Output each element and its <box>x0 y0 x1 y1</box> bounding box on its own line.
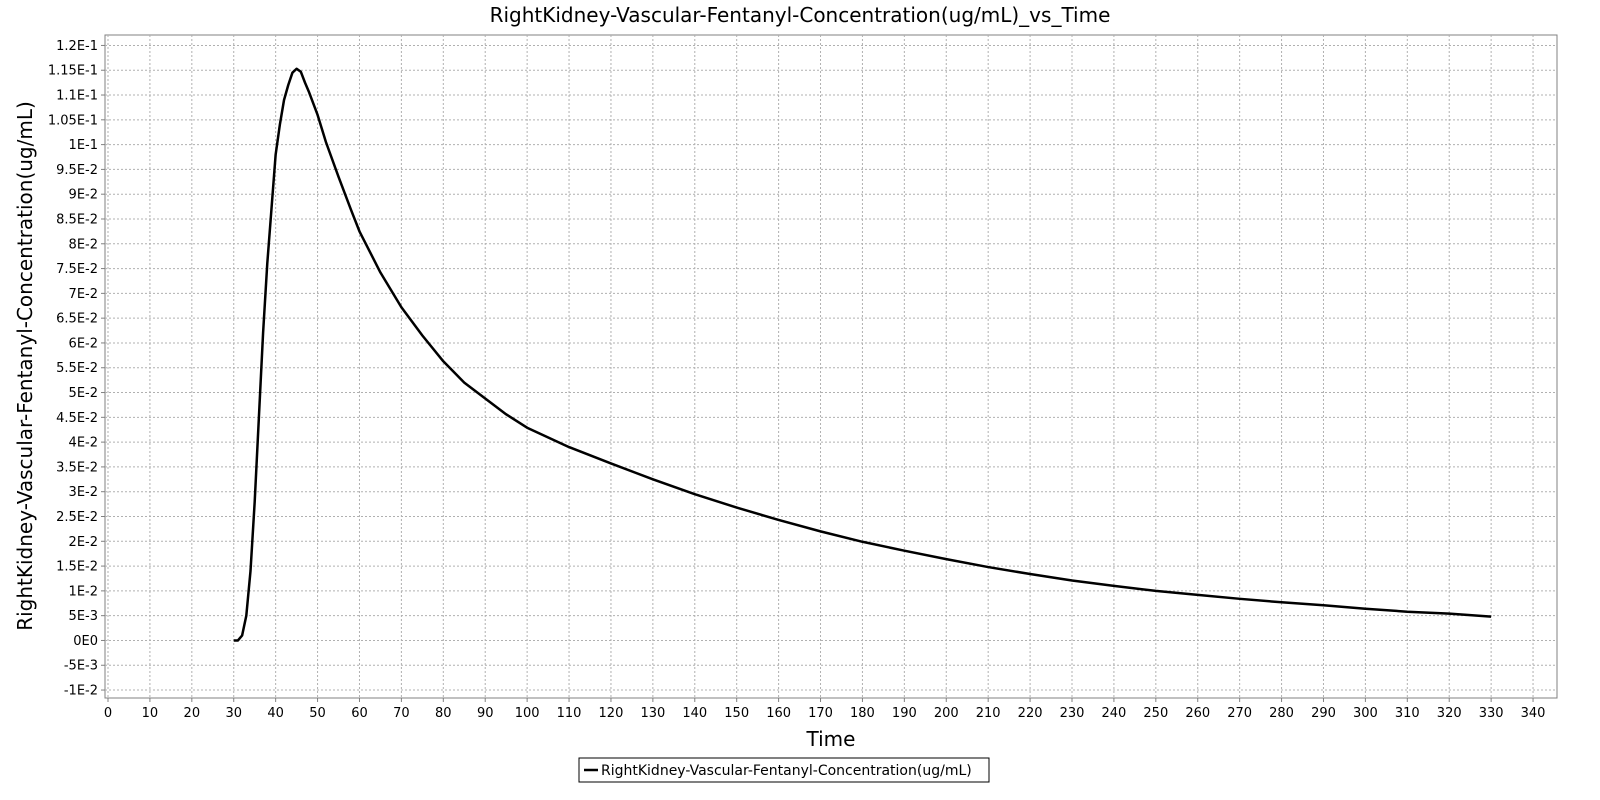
x-tick-label: 310 <box>1395 706 1420 721</box>
series-layer <box>233 67 1492 642</box>
y-tick-label: 1.2E-1 <box>56 39 98 54</box>
y-tick-label: 7.5E-2 <box>56 262 98 277</box>
y-tick-label: 9.5E-2 <box>56 163 98 178</box>
x-tick-label: 210 <box>976 706 1001 721</box>
x-tick-label: 100 <box>515 706 540 721</box>
y-tick-label: 1.05E-1 <box>48 113 98 128</box>
y-tick-label: -5E-3 <box>64 659 98 674</box>
x-tick-label: 0 <box>104 706 112 721</box>
y-tick-label: 5E-3 <box>69 609 98 624</box>
x-tick-label: 120 <box>599 706 624 721</box>
y-tick-label: 4E-2 <box>69 436 98 451</box>
x-tick-label: 250 <box>1143 706 1168 721</box>
x-tick-label: 320 <box>1437 706 1462 721</box>
x-tick-label: 160 <box>766 706 791 721</box>
x-tick-label: 70 <box>393 706 410 721</box>
x-tick-label: 50 <box>309 706 326 721</box>
x-axis-label: Time <box>806 727 856 751</box>
x-tick-label: 240 <box>1101 706 1126 721</box>
grid-lines <box>105 35 1557 698</box>
x-tick-label: 270 <box>1227 706 1252 721</box>
x-tick-label: 30 <box>225 706 242 721</box>
legend: RightKidney-Vascular-Fentanyl-Concentrat… <box>578 757 990 783</box>
x-tick-label: 150 <box>724 706 749 721</box>
x-tick-label: 300 <box>1353 706 1378 721</box>
y-tick-label: 3E-2 <box>69 485 98 500</box>
y-tick-label: 3.5E-2 <box>56 460 98 475</box>
x-tick-label: 190 <box>892 706 917 721</box>
x-tick-label: 200 <box>934 706 959 721</box>
x-tick-label: 20 <box>184 706 201 721</box>
x-tick-label: 230 <box>1060 706 1085 721</box>
x-tick-label: 90 <box>477 706 494 721</box>
legend-box <box>578 757 990 783</box>
y-tick-label: 1.15E-1 <box>48 64 98 79</box>
y-tick-label: 8.5E-2 <box>56 212 98 227</box>
series-line <box>233 67 1492 642</box>
legend-label: RightKidney-Vascular-Fentanyl-Concentrat… <box>601 763 972 779</box>
x-tick-label: 290 <box>1311 706 1336 721</box>
chart-title: RightKidney-Vascular-Fentanyl-Concentrat… <box>490 3 1111 27</box>
y-tick-label: 5E-2 <box>69 386 98 401</box>
x-tick-label: 340 <box>1521 706 1546 721</box>
y-tick-label: 0E0 <box>73 634 98 649</box>
y-tick-label: 6.5E-2 <box>56 312 98 327</box>
x-tick-label: 220 <box>1018 706 1043 721</box>
y-axis: -1E-2 -5E-3 0E0 5E-3 1E-2 1.5E-2 2E-2 2.5E-2 3E-… <box>48 39 105 699</box>
x-tick-label: 80 <box>435 706 452 721</box>
y-tick-label: 1E-1 <box>69 138 98 153</box>
y-tick-label: 8E-2 <box>69 237 98 252</box>
x-tick-label: 280 <box>1269 706 1294 721</box>
y-tick-label: 6E-2 <box>69 336 98 351</box>
y-axis-label: RightKidney-Vascular-Fentanyl-Concentrat… <box>13 101 37 631</box>
y-tick-label: 1E-2 <box>69 584 98 599</box>
x-tick-label: 260 <box>1185 706 1210 721</box>
x-tick-label: 110 <box>557 706 582 721</box>
y-tick-label: 1.1E-1 <box>56 89 98 104</box>
y-tick-label: 5.5E-2 <box>56 361 98 376</box>
x-tick-label: 60 <box>351 706 368 721</box>
x-tick-label: 330 <box>1479 706 1504 721</box>
y-tick-label: 2E-2 <box>69 535 98 550</box>
y-tick-label: -1E-2 <box>64 684 98 699</box>
y-tick-label: 9E-2 <box>69 188 98 203</box>
y-tick-label: 4.5E-2 <box>56 411 98 426</box>
x-tick-label: 40 <box>267 706 284 721</box>
y-tick-label: 7E-2 <box>69 287 98 302</box>
plot-area <box>104 34 1558 699</box>
y-tick-label: 1.5E-2 <box>56 560 98 575</box>
x-tick-label: 180 <box>850 706 875 721</box>
y-tick-label: 2.5E-2 <box>56 510 98 525</box>
x-tick-label: 10 <box>142 706 159 721</box>
x-tick-label: 140 <box>682 706 707 721</box>
x-tick-label: 130 <box>640 706 665 721</box>
x-tick-label: 170 <box>808 706 833 721</box>
x-axis: 0 10 20 30 40 50 60 70 80 90 100 110 120 130 140 150 160… <box>104 698 1546 721</box>
